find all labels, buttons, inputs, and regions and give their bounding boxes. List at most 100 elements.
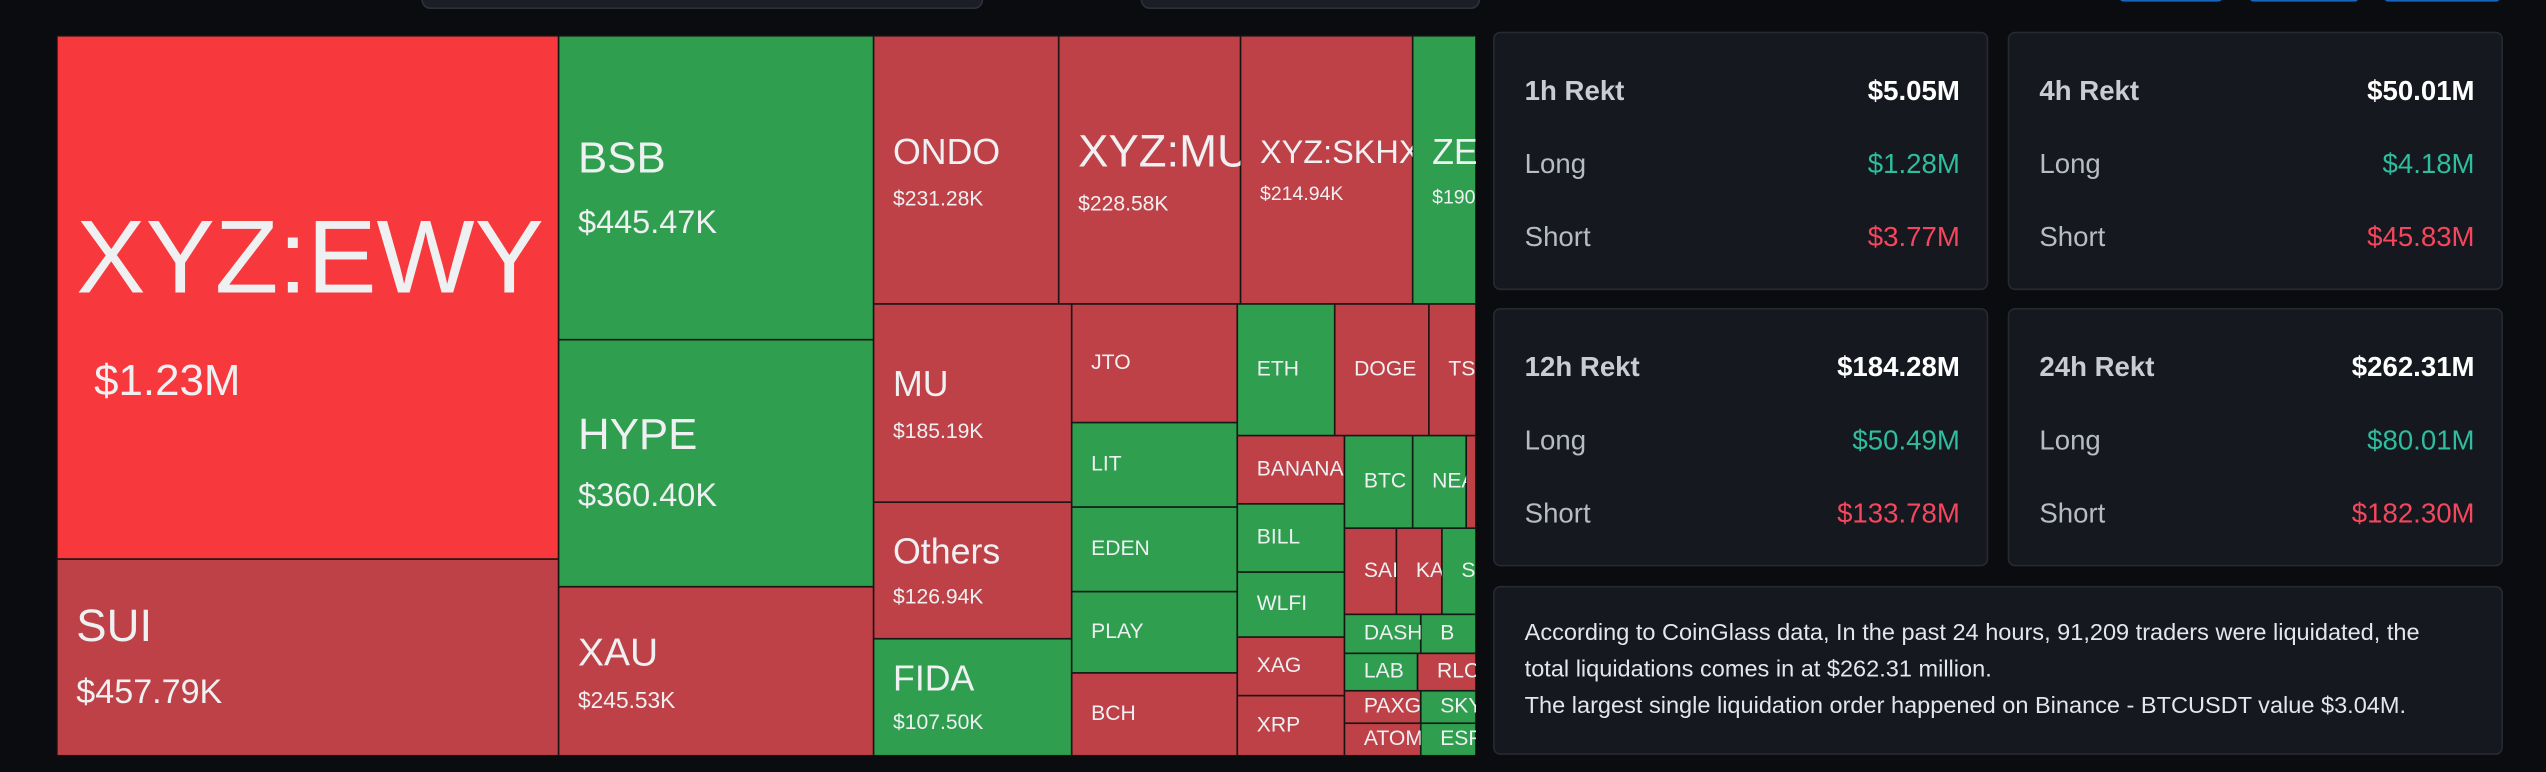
tile[interactable]: FIDA $107.50K [873,638,1072,756]
tile-bg [1240,35,1413,304]
tile[interactable]: RLC [1417,653,1480,691]
tile-label: BANANA [1257,457,1345,480]
summary-line: total liquidations comes in at $262.31 m… [1525,656,1992,682]
tile-bg [1396,528,1442,615]
tile[interactable]: ETH [1237,303,1335,436]
tile-bg [1420,690,1476,724]
tile-bg [1412,35,1476,304]
tile[interactable]: PAXG [1344,690,1421,724]
tile[interactable]: B [1420,614,1476,654]
tile-value: $228.58K [1078,192,1168,215]
tile[interactable]: KA [1396,528,1445,615]
tile-bg [1417,653,1476,691]
tile-bg [873,638,1072,756]
tile-value: $107.50K [893,711,983,734]
tile-label: BSB [578,133,666,182]
tile-label: RLC [1437,660,1479,683]
tile-bg [1237,303,1335,436]
tile[interactable]: ATOM [1344,723,1422,756]
tile[interactable]: HYPE $360.40K [558,339,874,587]
tile[interactable]: PLAY [1071,591,1238,673]
tile-bg [1344,690,1421,724]
tile-label: Others [893,532,1000,572]
tile[interactable]: XYZ:SKHX $214.94K [1240,35,1421,304]
long-value: $1.28M [1868,148,1960,179]
tile-bg [1344,528,1397,615]
tile-value: $445.47K [578,204,717,240]
button[interactable] [2384,0,2501,2]
short-value: $45.83M [2367,221,2474,252]
tile[interactable]: MU $185.19K [873,303,1072,503]
tile-label: SKY [1440,695,1482,718]
tile[interactable]: JTO [1071,303,1238,423]
tile-bg [1237,572,1345,638]
tile[interactable]: WLFI [1237,572,1345,638]
tile-bg [1344,723,1421,756]
tile[interactable]: ESP [1420,723,1483,756]
treemap-filler [1465,434,1477,530]
tab-bar[interactable] [1140,0,1481,9]
tile-bg [1058,35,1241,304]
tile[interactable]: XYZ:EWY $1.23M [56,35,559,560]
tile[interactable]: SUI $457.79K [56,559,559,756]
tile-bg [1344,614,1421,654]
long-label: Long [2039,148,2100,179]
tile-label: MU [893,364,949,404]
tile[interactable]: BTC [1344,435,1413,529]
button[interactable] [2119,0,2223,2]
tile-bg [1428,303,1476,436]
tile-label: PLAY [1091,620,1143,643]
tile[interactable]: Others $126.94K [873,502,1072,639]
tile-bg [1071,672,1238,756]
tile[interactable]: SKY [1420,690,1483,724]
tile[interactable]: ZE $190 [1412,35,1478,304]
tile-label: XAU [578,631,658,674]
tile-value: $214.94K [1260,183,1343,205]
tile[interactable]: ONDO $231.28K [873,35,1059,304]
button[interactable] [2249,0,2359,2]
card-title: 1h Rekt [1525,75,1625,106]
tile-bg [1071,303,1238,423]
tile[interactable]: EDEN [1071,507,1238,592]
tile-label: JTO [1091,351,1130,374]
tile[interactable]: LIT [1071,422,1238,508]
tile-label: XRP [1257,713,1300,736]
tile-value: $245.53K [578,687,675,713]
tile[interactable]: XYZ:MU $228.58K [1058,35,1250,304]
tile-bg [1334,303,1429,436]
tile[interactable]: XRP [1237,695,1345,756]
tile-label: ONDO [893,132,1000,172]
summary: According to CoinGlass data, In the past… [1525,619,2420,718]
tab-bar[interactable] [421,0,984,9]
tile-label: XYZ:SKHX [1260,134,1421,170]
short-value: $3.77M [1868,221,1960,252]
card-total: $262.31M [2352,351,2475,382]
tile[interactable]: DASH [1344,614,1423,654]
card-title: 24h Rekt [2039,351,2154,382]
tile-label: DASH [1364,621,1423,644]
card [2007,307,2503,567]
tile-label: XYZ:EWY [76,199,544,315]
tile[interactable]: BILL [1237,503,1345,573]
long-value: $4.18M [2383,148,2475,179]
tile[interactable]: DOGE [1334,303,1429,436]
tile-bg [873,35,1059,304]
tile[interactable]: BCH [1071,672,1238,756]
tile[interactable]: BSB $445.47K [558,35,874,340]
tile-label: LAB [1364,660,1404,683]
tile[interactable]: LAB [1344,653,1418,691]
tile-value: $126.94K [893,586,983,609]
tile[interactable]: SAI [1344,528,1397,615]
tile[interactable]: TSI [1428,303,1481,436]
tile[interactable]: XAU $245.53K [558,586,874,756]
tile-label: BILL [1257,526,1301,549]
tile-label: ESP [1440,727,1482,750]
short-label: Short [2039,221,2105,252]
tile[interactable]: BANANA [1237,435,1345,504]
tile-label: FIDA [893,658,974,698]
tile[interactable]: XAG [1237,637,1345,696]
card-total: $5.05M [1868,75,1960,106]
card [1493,31,1989,291]
tile[interactable]: S [1441,528,1476,615]
tile[interactable]: NEA [1412,435,1477,529]
